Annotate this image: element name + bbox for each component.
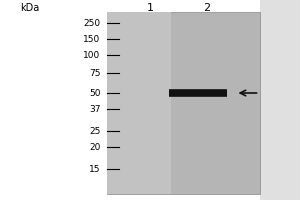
- Bar: [106, 12, 260, 194]
- Text: 150: 150: [83, 34, 100, 44]
- Text: 75: 75: [89, 68, 100, 77]
- Text: 100: 100: [83, 50, 100, 60]
- Text: 50: 50: [89, 88, 100, 98]
- Text: 20: 20: [89, 142, 100, 152]
- Text: 15: 15: [89, 164, 100, 173]
- Bar: [106, 12, 171, 194]
- Text: kDa: kDa: [20, 3, 40, 13]
- Bar: [260, 0, 300, 200]
- Text: 250: 250: [83, 19, 100, 27]
- Text: 37: 37: [89, 105, 100, 114]
- Text: 1: 1: [146, 3, 154, 13]
- Text: 2: 2: [203, 3, 211, 13]
- Text: 25: 25: [89, 127, 100, 136]
